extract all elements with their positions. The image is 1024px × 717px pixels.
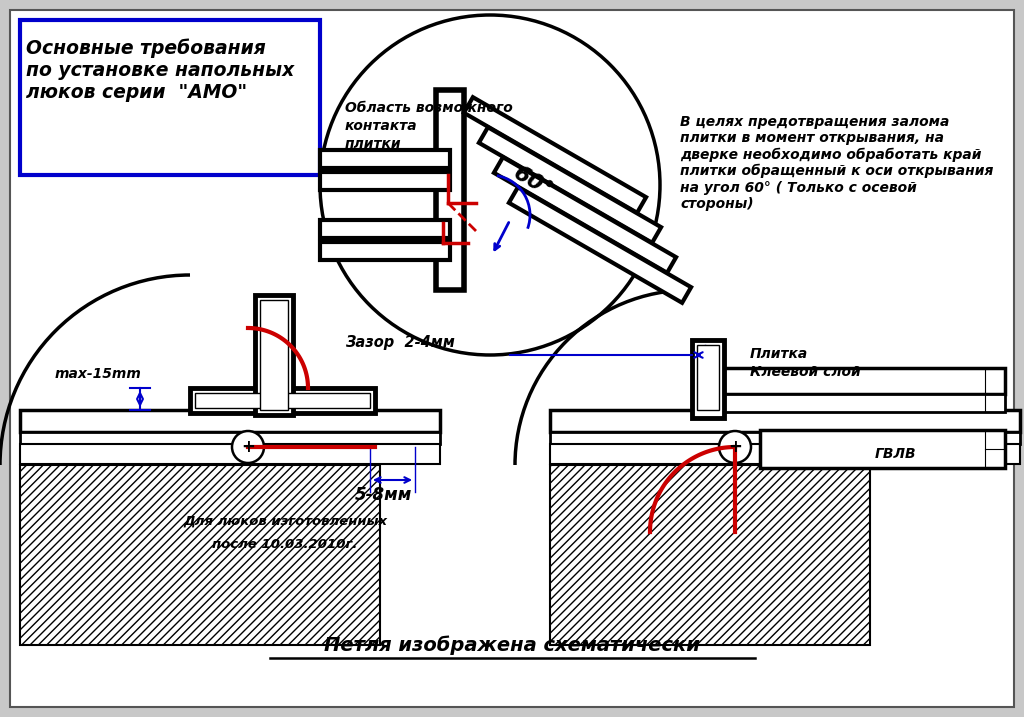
Text: Для люков изготовленных: Для люков изготовленных <box>183 515 387 528</box>
Bar <box>20 465 380 645</box>
Text: Область возможного: Область возможного <box>345 101 513 115</box>
Bar <box>697 345 719 410</box>
Text: +: + <box>241 438 255 456</box>
Bar <box>20 432 440 444</box>
Text: max-15mm: max-15mm <box>55 367 142 381</box>
Circle shape <box>719 431 751 463</box>
Text: Зазор  2-4мм: Зазор 2-4мм <box>345 335 455 350</box>
Text: Клеевой слой: Клеевой слой <box>750 365 861 379</box>
Text: 5-8мм: 5-8мм <box>355 486 413 504</box>
Bar <box>20 20 319 175</box>
Bar <box>550 465 870 645</box>
Polygon shape <box>464 98 646 213</box>
Polygon shape <box>479 127 662 243</box>
Bar <box>705 368 1005 394</box>
Text: Основные требования
по установке напольных
люков серии  "АМО": Основные требования по установке напольн… <box>26 38 294 102</box>
Bar <box>319 150 450 168</box>
Circle shape <box>319 15 660 355</box>
Bar <box>550 410 1020 432</box>
Bar <box>319 242 450 260</box>
Text: ГВЛВ: ГВЛВ <box>874 447 916 461</box>
Text: +: + <box>728 438 742 456</box>
Bar <box>550 432 1020 444</box>
Circle shape <box>232 431 264 463</box>
Bar <box>705 394 1005 412</box>
Bar <box>550 444 1020 464</box>
Bar <box>195 393 370 408</box>
Text: после 10.03.2010г.: после 10.03.2010г. <box>212 538 357 551</box>
Bar <box>319 172 450 190</box>
Bar <box>20 444 440 464</box>
Bar <box>692 340 724 418</box>
Text: Петля изображена схематически: Петля изображена схематически <box>324 635 700 655</box>
Bar <box>319 220 450 238</box>
Text: контакта: контакта <box>345 119 418 133</box>
Bar <box>20 410 440 432</box>
Text: 60°: 60° <box>510 163 556 202</box>
Bar <box>255 295 293 415</box>
Polygon shape <box>509 187 691 303</box>
Bar <box>760 430 1005 468</box>
Bar <box>190 388 375 413</box>
Text: плитки: плитки <box>345 137 401 151</box>
Text: Плитка: Плитка <box>750 347 808 361</box>
Bar <box>260 300 288 410</box>
Text: В целях предотвращения залома
плитки в момент открывания, на
дверке необходимо о: В целях предотвращения залома плитки в м… <box>680 115 993 211</box>
Polygon shape <box>436 90 464 290</box>
Polygon shape <box>494 157 676 272</box>
